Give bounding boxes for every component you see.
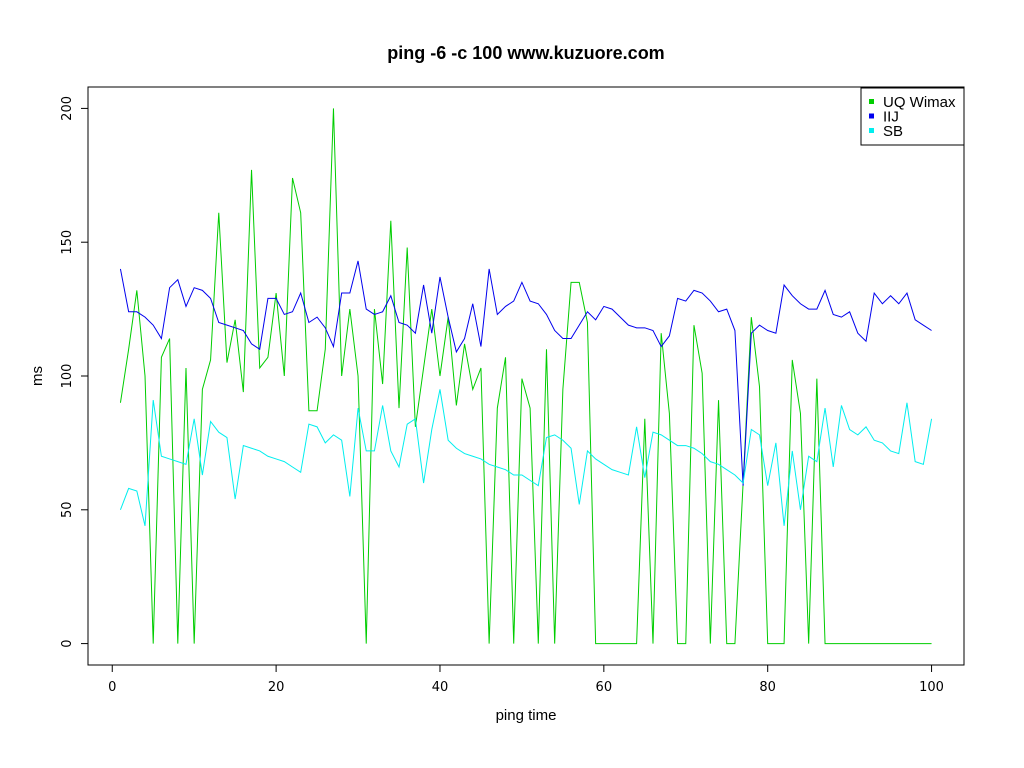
- legend-label: SB: [883, 123, 903, 140]
- x-tick-label: 80: [759, 680, 776, 695]
- x-tick-label: 0: [108, 680, 116, 695]
- legend-label: UQ Wimax: [883, 94, 956, 111]
- x-tick-label: 100: [919, 680, 944, 695]
- legend-swatch: [869, 99, 874, 104]
- legend-box: [860, 87, 965, 146]
- x-tick-label: 60: [596, 680, 613, 695]
- legend-label: IIJ: [883, 109, 899, 126]
- legend-swatch: [869, 113, 874, 119]
- y-tick-label: 200: [60, 96, 75, 121]
- y-tick-label: 100: [60, 364, 75, 389]
- series-line: [119, 260, 932, 486]
- chart-title: ping -6 -c 100 www.kuzuore.com: [387, 43, 664, 63]
- legend-swatch: [869, 128, 874, 133]
- series-line: [119, 389, 933, 526]
- x-axis-title: ping time: [496, 707, 557, 724]
- y-axis-title: ms: [29, 366, 46, 386]
- x-tick-label: 40: [432, 680, 449, 695]
- y-tick-label: 50: [60, 502, 75, 519]
- plot-box: [87, 86, 965, 666]
- x-tick-label: 20: [268, 680, 285, 695]
- series-line: [119, 108, 932, 645]
- y-tick-label: 150: [60, 230, 75, 255]
- y-tick-label: 0: [60, 639, 75, 647]
